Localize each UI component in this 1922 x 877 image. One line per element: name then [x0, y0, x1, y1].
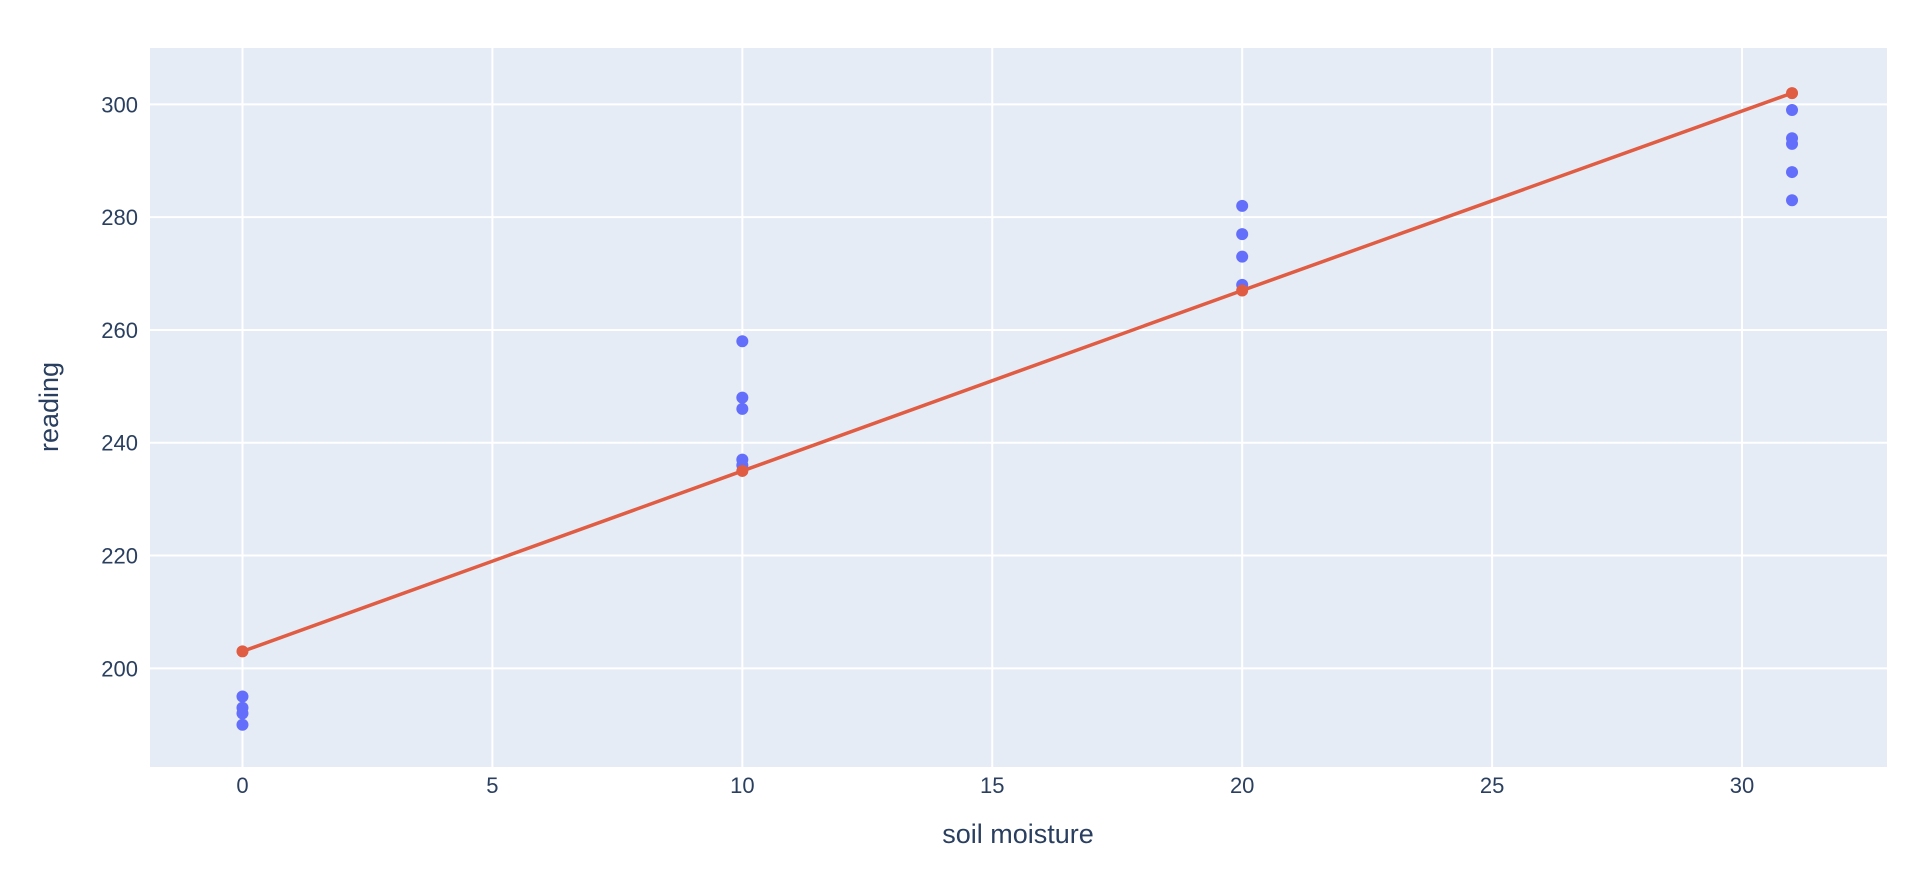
- plot-background: [150, 48, 1887, 767]
- series-1: [236, 87, 1799, 658]
- x-tick-label: 30: [1730, 773, 1754, 798]
- x-tick-label: 10: [730, 773, 754, 798]
- x-axis-title: soil moisture: [942, 819, 1094, 849]
- data-point: [1236, 228, 1249, 241]
- x-tick-label: 0: [236, 773, 248, 798]
- y-tick-label: 300: [101, 92, 138, 117]
- series-1-line: [241, 91, 1793, 654]
- tick-labels: 0 5 10 15 20 25 30 200 220 240 260 280 300: [101, 92, 1754, 798]
- x-tick-label: 25: [1480, 773, 1504, 798]
- x-tick-label: 15: [980, 773, 1004, 798]
- data-point: [1786, 87, 1799, 100]
- data-point: [1786, 166, 1799, 179]
- series-0: [236, 104, 1799, 731]
- y-tick-label: 260: [101, 318, 138, 343]
- data-point: [736, 391, 749, 404]
- y-tick-label: 200: [101, 656, 138, 681]
- data-point: [1786, 137, 1799, 150]
- data-point: [1786, 194, 1799, 207]
- data-point: [1786, 104, 1799, 117]
- data-point: [236, 645, 249, 658]
- grid-lines: [150, 48, 1887, 767]
- data-point: [236, 707, 249, 720]
- data-point: [236, 718, 249, 731]
- data-point: [736, 335, 749, 348]
- data-point: [1236, 284, 1249, 297]
- data-series: [236, 87, 1799, 731]
- data-point: [1236, 250, 1249, 263]
- x-tick-label: 20: [1230, 773, 1254, 798]
- y-axis-title: reading: [34, 362, 64, 452]
- data-point: [236, 690, 249, 703]
- x-tick-label: 5: [486, 773, 498, 798]
- data-point: [736, 464, 749, 477]
- y-tick-label: 240: [101, 431, 138, 456]
- y-tick-label: 220: [101, 544, 138, 569]
- y-tick-label: 280: [101, 205, 138, 230]
- data-point: [1236, 199, 1249, 212]
- data-point: [736, 402, 749, 415]
